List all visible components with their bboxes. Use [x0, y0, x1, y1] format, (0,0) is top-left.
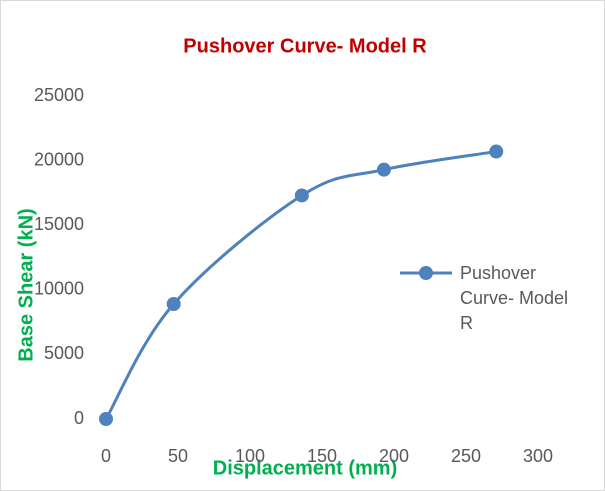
- x-tick-label: 250: [451, 446, 481, 466]
- x-tick-label: 200: [379, 446, 409, 466]
- point: [489, 144, 504, 159]
- point: [99, 412, 113, 426]
- x-axis-title: Displacement (mm): [213, 457, 398, 479]
- point: [166, 297, 181, 312]
- y-tick-label: 10000: [34, 279, 84, 299]
- x-tick-label: 100: [235, 446, 265, 466]
- x-tick-label: 150: [307, 446, 337, 466]
- y-tick-label: 5000: [44, 343, 84, 363]
- x-tick-label: 300: [523, 446, 553, 466]
- series-line: [104, 150, 497, 420]
- point: [294, 188, 309, 203]
- y-axis-title: Base Shear (kN): [15, 208, 37, 361]
- legend-marker: [419, 266, 433, 280]
- y-tick-label: 0: [74, 408, 84, 428]
- x-tick-label: 0: [101, 446, 111, 466]
- y-tick-label: 25000: [34, 85, 84, 105]
- y-tick-label: 15000: [34, 214, 84, 234]
- y-tick-label: 20000: [34, 149, 84, 169]
- point: [376, 162, 391, 177]
- chart-title: Pushover Curve- Model R: [183, 35, 427, 57]
- legend-label: Pushover Curve- Model R: [460, 263, 569, 333]
- x-tick-label: 50: [168, 446, 188, 466]
